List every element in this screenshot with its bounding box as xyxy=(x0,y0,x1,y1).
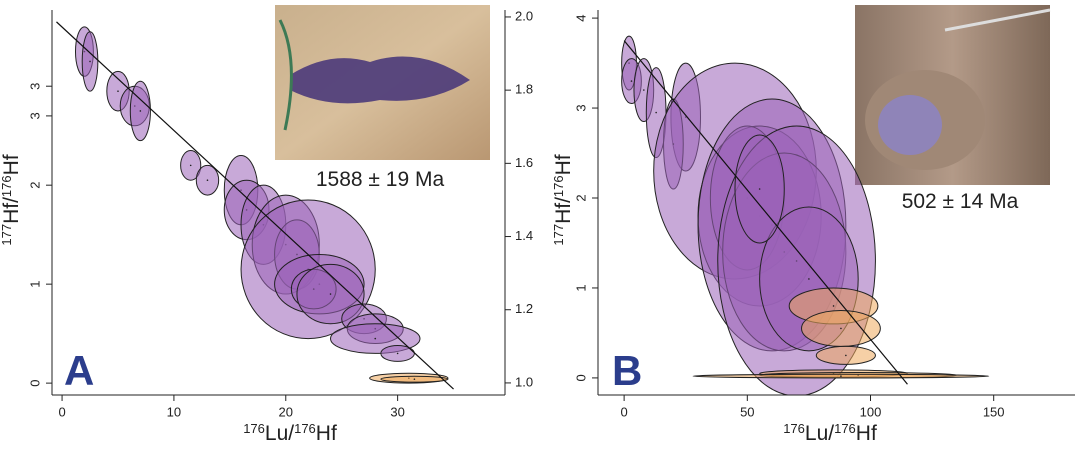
x-axis-label: 176Lu/176Hf xyxy=(243,421,337,446)
y-axis-label: 177Hf/176Hf xyxy=(0,154,23,245)
ellipse-center xyxy=(655,111,657,114)
ellipse-center xyxy=(374,337,377,340)
y2-tick-label: 1.6 xyxy=(515,155,533,170)
y2-tick-label: 1.2 xyxy=(515,301,533,316)
y-tick-label: 3 xyxy=(27,112,42,119)
y-tick-label: 1 xyxy=(573,284,588,291)
x-tick-label: 10 xyxy=(167,404,181,419)
label-text: Lu/ xyxy=(805,422,834,445)
label-superscript: 176 xyxy=(783,421,805,436)
ellipse-center xyxy=(832,305,835,307)
y-tick-label: 0 xyxy=(27,380,42,387)
ellipse-center xyxy=(396,352,399,355)
x-tick-label: 0 xyxy=(58,404,65,419)
x-tick-label: 20 xyxy=(279,404,293,419)
ellipse-center xyxy=(758,188,761,190)
isochron-line xyxy=(56,21,454,390)
panel-0: 0 10 20 30012331.01.21.41.61.82.0176Lu/176H… xyxy=(0,8,533,445)
ellipse-center xyxy=(845,354,847,357)
x-tick-label: 150 xyxy=(983,404,1005,419)
ellipse-center xyxy=(643,89,645,91)
y2-tick-label: 2.0 xyxy=(515,8,533,23)
label-superscript: 176 xyxy=(294,421,316,436)
ellipse-center xyxy=(89,60,91,63)
label-text: Lu/ xyxy=(265,422,294,445)
x-tick-label: 30 xyxy=(390,404,404,419)
label-superscript: 177 xyxy=(0,224,14,246)
ellipse-center xyxy=(808,278,810,280)
ellipse-center xyxy=(630,80,633,82)
plot-area xyxy=(621,35,990,395)
ellipse-center xyxy=(117,90,119,92)
x-axis-label: 176Lu/176Hf xyxy=(783,421,877,446)
ellipse-center xyxy=(840,327,842,330)
age-annotation: 1588 ± 19 Ma xyxy=(316,168,445,191)
plot-area xyxy=(56,21,454,390)
label-text: Hf/ xyxy=(552,197,575,224)
x-tick-label: 100 xyxy=(860,404,882,419)
label-text: Hf/ xyxy=(0,197,23,224)
ellipse-center xyxy=(189,164,192,167)
y-tick-label: 1 xyxy=(27,281,42,288)
panel-1: 0 50 100 15001234176Lu/176Hf177Hf/176HfB502… xyxy=(551,10,1075,446)
photo-a xyxy=(275,5,490,160)
label-text: Hf xyxy=(0,154,23,175)
panel-letter: A xyxy=(64,347,94,394)
y-axis-label: 177Hf/176Hf xyxy=(551,154,576,245)
y-tick-label: 2 xyxy=(573,194,588,201)
isochron-line xyxy=(623,40,908,385)
label-text: Hf xyxy=(552,154,575,175)
ellipse-center xyxy=(329,293,332,295)
y-tick-label: 3 xyxy=(27,83,42,90)
y-tick-label: 2 xyxy=(27,182,42,189)
ellipse-center xyxy=(413,378,416,380)
photo-b xyxy=(855,5,1051,185)
label-superscript: 177 xyxy=(551,224,566,246)
x-tick-label: 0 xyxy=(620,404,627,419)
label-superscript: 176 xyxy=(0,175,14,197)
label-superscript: 176 xyxy=(551,175,566,197)
label-superscript: 176 xyxy=(834,421,856,436)
x-tick-label: 50 xyxy=(740,404,754,419)
label-superscript: 176 xyxy=(243,421,265,436)
y2-tick-label: 1.8 xyxy=(515,82,533,97)
y-tick-label: 3 xyxy=(573,104,588,111)
y2-tick-label: 1.0 xyxy=(515,374,533,389)
ellipse-center xyxy=(139,110,142,112)
panel-letter: B xyxy=(612,347,642,394)
y-tick-label: 0 xyxy=(573,374,588,381)
label-text: Hf xyxy=(316,422,337,445)
y2-tick-label: 1.4 xyxy=(515,228,533,243)
age-annotation: 502 ± 14 Ma xyxy=(902,190,1019,213)
ellipse-center xyxy=(206,179,209,182)
y-tick-label: 4 xyxy=(573,14,588,21)
label-text: Hf xyxy=(856,422,877,445)
ellipse-center xyxy=(840,375,842,377)
